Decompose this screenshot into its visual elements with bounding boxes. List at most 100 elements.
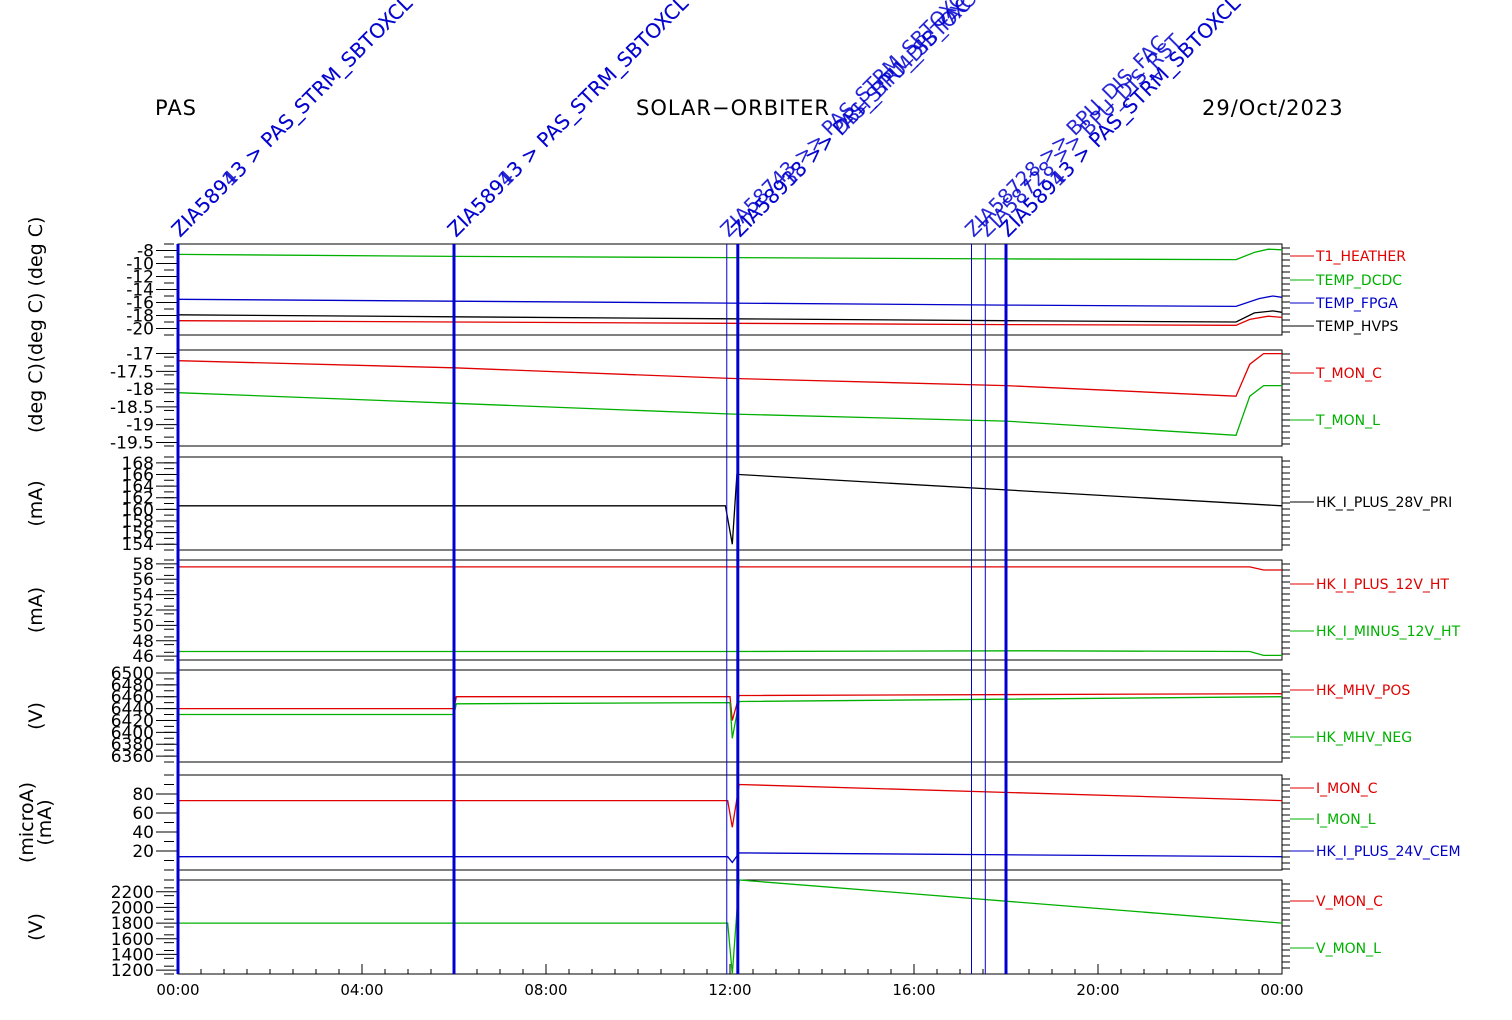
panel-frame [177,879,1283,975]
y-tick-label: 6420 [111,711,154,731]
y-tick-label: -19 [126,416,154,436]
y-tick-label: 50 [132,616,154,636]
series-line-hk_mhv_neg [178,696,1283,739]
legend-entry: T1_HEATHER [1315,249,1406,265]
y-tick-label: 1600 [111,930,154,950]
y-tick-label: 6460 [111,688,154,708]
series-line-i_mon_c [178,783,1283,828]
y-axis-label: (microA) [16,782,38,863]
x-tick-label: 16:00 [892,981,935,999]
x-tick-label: 00:00 [156,981,199,999]
series-line-hk_i_plus_24v_cem [178,852,1283,864]
y-tick-label: 1800 [111,914,154,934]
y-tick-label: -17 [126,345,154,365]
y-tick-label: 156 [122,524,154,544]
series-line-v_mon_l [178,879,1283,975]
series-line-hk_i_plus_12v_ht [178,566,1282,571]
series-line-temp_hvps [177,310,1283,323]
marker-label: ZIA58943 > PAS_STRM_SBTOXCL [167,0,418,242]
series-line-t1_heather [177,315,1283,326]
y-tick-label: 2200 [111,883,154,903]
x-axis: 00:00 04:00 08:00 12:00 16:00 20:00 00:00 [156,964,1304,999]
panel-1: -8-10-12-14-16-18-20 (deg C) (deg C) T1_HE… [25,217,1406,363]
panel-frame [177,559,1283,661]
series-line-hk_i_minus_12v_ht [178,650,1282,657]
y-tick-label: -12 [126,268,154,288]
marker-label: ZIA58728 >> BPU_DIS_RST [974,29,1187,242]
y-axis-label: (deg C) (deg C) [25,217,47,363]
x-tick-label: 00:00 [1260,981,1303,999]
y-tick-label: 6480 [111,676,154,696]
y-tick-label: -20 [126,320,154,340]
y-axis-label: (deg C) [25,363,47,433]
y-tick-label: -18 [126,380,154,400]
y-tick-label: 48 [132,632,154,652]
legend-entry: T_MON_C [1315,366,1382,382]
y-tick-label: -14 [126,281,154,301]
legend-entry: HK_MHV_POS [1316,683,1410,699]
y-tick-label: 160 [122,500,154,520]
panel-frame [177,456,1283,551]
legend-entry: I_MON_C [1316,781,1378,797]
y-axis-label: (mA) [25,587,47,633]
series-line-temp_dcdc [177,248,1283,261]
y-tick-label: -18.5 [110,398,154,418]
y-tick-label: 6500 [111,664,154,684]
y-tick-label: -10 [126,255,154,275]
y-tick-label: 46 [132,647,154,667]
mission-label: SOLAR−ORBITER [636,96,831,120]
series-line-temp_fpga [177,295,1283,308]
panel-frame [177,669,1283,763]
y-tick-label: 2000 [111,898,154,918]
y-tick-label: 6360 [111,747,154,767]
y-tick-label: 164 [122,477,154,497]
x-tick-label: 08:00 [524,981,567,999]
legend-entry: HK_I_MINUS_12V_HT [1316,624,1461,640]
x-tick-label: 20:00 [1076,981,1119,999]
y-axis-label: (V) [25,702,47,730]
date-label: 29/Oct/2023 [1202,96,1344,120]
y-tick-label: 20 [132,842,154,862]
y-tick-label: -19.5 [110,433,154,453]
y-tick-label: -18 [126,307,154,327]
x-tick-label: 12:00 [708,981,751,999]
series-line-hk_i_plus_28v_pri [178,473,1283,545]
legend-entry: HK_MHV_NEG [1316,730,1412,746]
marker-label: ZIA58943 > PAS_STRM_SBTOXCL [443,0,694,242]
y-tick-label: 1200 [111,961,154,981]
legend-entry: TEMP_DCDC [1315,273,1402,289]
y-tick-label: 60 [132,804,154,824]
y-tick-label: 6380 [111,735,154,755]
y-tick-label: 56 [132,570,154,590]
y-tick-label: 80 [132,785,154,805]
y-tick-label: 58 [132,555,154,575]
y-tick-label: 54 [132,586,154,606]
panel-2: -17-17.5-18-18.5-19-19.5 (deg C) T_MON_C T_… [25,345,1382,454]
y-tick-label: -16 [126,294,154,314]
series-line-t_mon_c [177,352,1282,397]
y-tick-label: -17.5 [110,362,154,382]
legend-entry: TEMP_HVPS [1315,319,1398,335]
legend-entry: HK_I_PLUS_28V_PRI [1316,495,1452,511]
y-tick-label: 166 [122,465,154,485]
legend-entry: TEMP_FPGA [1315,296,1398,312]
y-tick-label: 158 [122,512,154,532]
instrument-label: PAS [155,96,198,120]
legend-entry: HK_I_PLUS_24V_CEM [1316,844,1461,860]
y-axis-label: (mA) [25,480,47,526]
y-tick-label: 162 [122,489,154,509]
legend-entry: V_MON_C [1316,894,1383,910]
legend-entry: V_MON_L [1316,941,1381,957]
marker-label: ZIA58938 >> DBH_BPU_DIS_FAC [726,0,975,242]
x-tick-label: 04:00 [340,981,383,999]
y-tick-label: 6400 [111,723,154,743]
legend-entry: HK_I_PLUS_12V_HT [1316,577,1449,593]
marker-label: ZIA58943 > PAS_STRM_SBTOXCL [995,0,1246,242]
